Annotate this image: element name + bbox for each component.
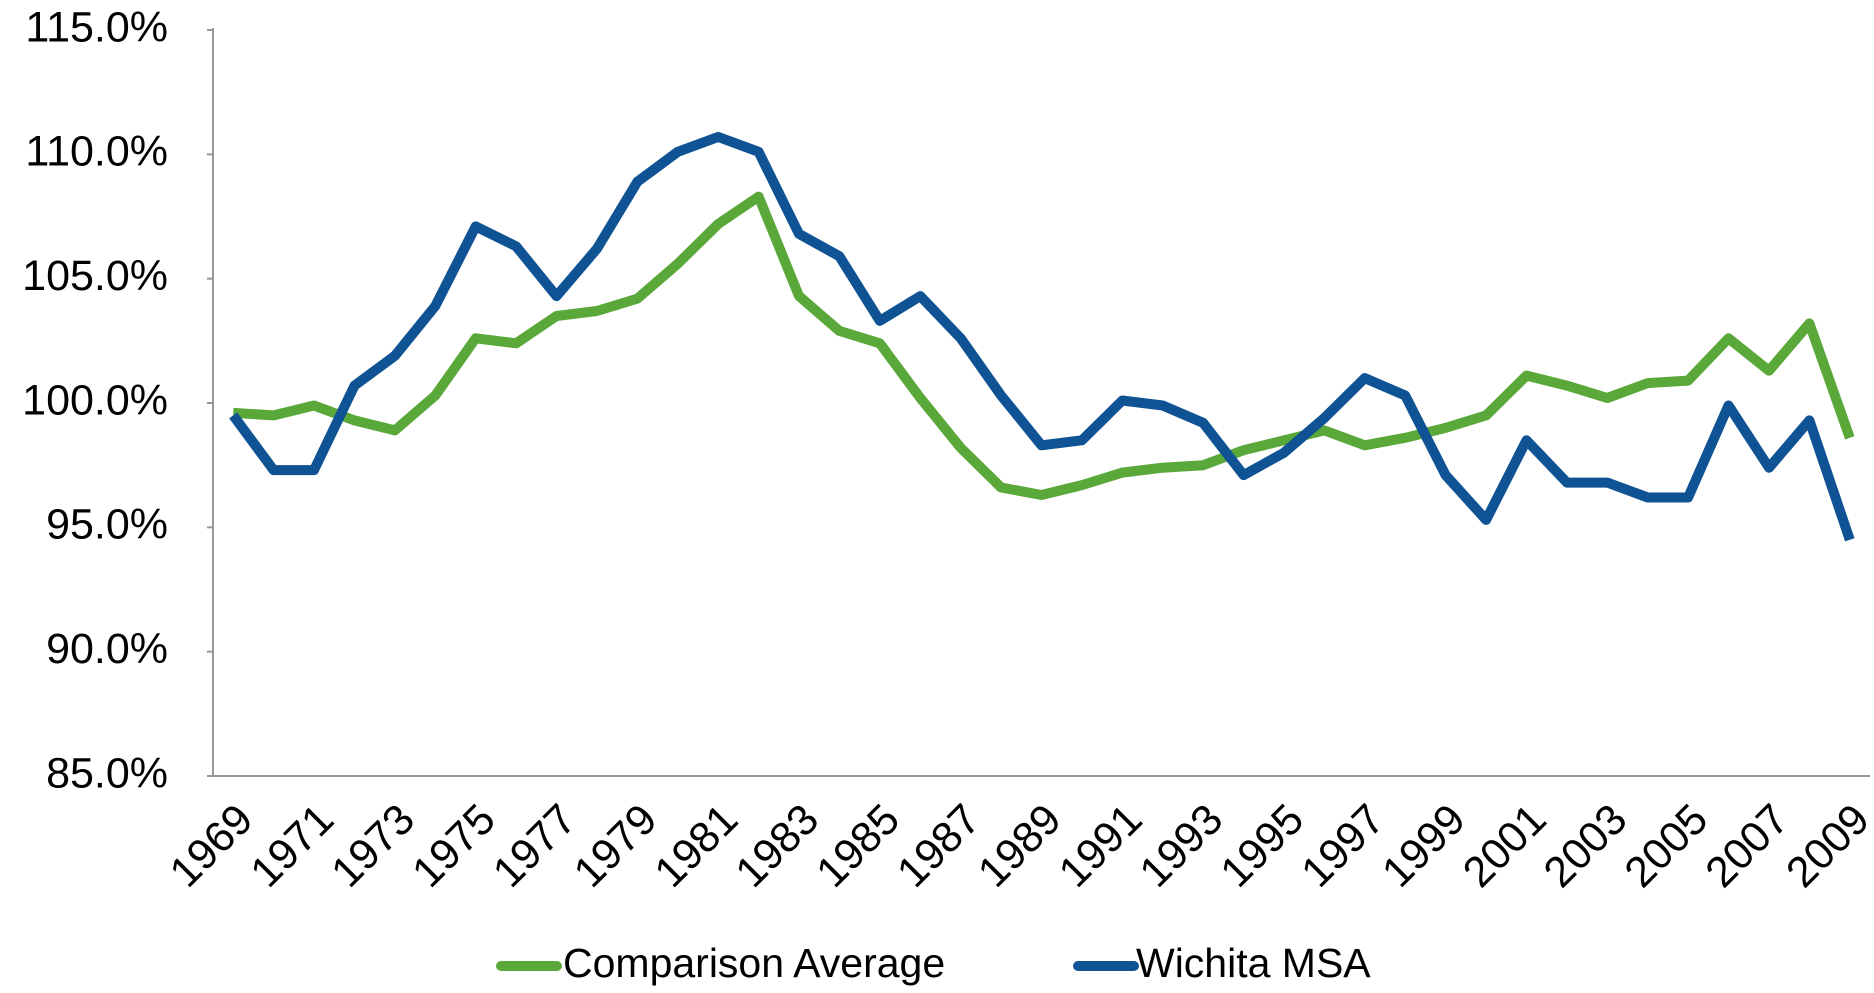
x-tick-label: 1981 [646,795,748,897]
x-tick-label: 1997 [1292,795,1394,897]
series-line [232,191,1855,500]
y-tick-label: 115.0% [25,3,168,51]
x-tick-label: 1999 [1373,795,1475,897]
y-tick-label: 105.0% [22,252,168,300]
y-tick-label: 110.0% [25,128,168,176]
x-tick-label: 2005 [1616,795,1718,897]
x-tick-label: 1991 [1050,795,1152,897]
x-tick-label: 1969 [161,795,263,897]
x-tick-label: 2007 [1696,795,1798,897]
y-tick-label: 100.0% [22,376,168,424]
y-tick-label: 85.0% [46,749,168,797]
x-tick-label: 1985 [807,795,909,897]
x-tick-label: 1977 [484,795,586,897]
y-tick-label: 90.0% [46,625,168,673]
x-tick-label: 1987 [888,795,990,897]
y-tick-label: 95.0% [46,501,168,549]
series-line [229,131,1855,542]
x-tick-label: 1989 [969,795,1071,897]
x-tick-label: 1979 [565,795,667,897]
x-tick-label: 1993 [1131,795,1233,897]
x-tick-label: 2001 [1454,795,1556,897]
x-tick-label: 2003 [1535,795,1637,897]
x-tick-label: 1975 [403,795,505,897]
x-tick-label: 1995 [1211,795,1313,897]
x-tick-label: 1983 [727,795,829,897]
x-tick-label: 1971 [242,795,344,897]
x-tick-label: 1973 [322,795,424,897]
legend-label: Comparison Average [563,940,945,986]
x-tick-label: 2009 [1777,795,1874,897]
legend-label: Wichita MSA [1136,940,1371,986]
